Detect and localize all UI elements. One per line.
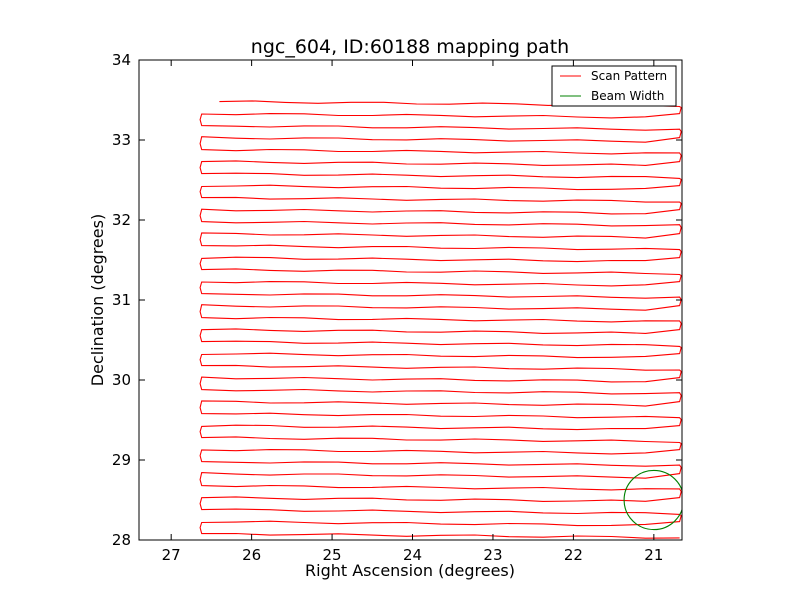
x-tick-label: 24: [403, 546, 422, 564]
legend: Scan Pattern Beam Width: [551, 65, 677, 107]
x-tick-label: 26: [242, 546, 261, 564]
y-tick-label: 29: [112, 451, 131, 469]
y-tick-label: 33: [112, 131, 131, 149]
plot-area: [199, 100, 682, 539]
chart-title: ngc_604, ID:60188 mapping path: [251, 36, 569, 58]
y-tick-label: 31: [112, 291, 131, 309]
y-tick-label: 30: [112, 371, 131, 389]
legend-label-scan: Scan Pattern: [591, 69, 667, 83]
y-tick-label: 28: [112, 531, 131, 549]
x-tick-label: 22: [564, 546, 583, 564]
legend-label-beam: Beam Width: [591, 89, 664, 103]
x-axis-label: Right Ascension (degrees): [305, 561, 515, 580]
beam-width-circle: [623, 469, 682, 531]
y-tick-label: 34: [112, 51, 131, 69]
axis-ticks: 27 26 25 24 23 22 21 28 29 30 31 32 33 34: [112, 51, 682, 564]
y-tick-label: 32: [112, 211, 131, 229]
x-tick-label: 23: [483, 546, 502, 564]
y-axis-label: Declination (degrees): [88, 214, 107, 386]
x-tick-label: 21: [644, 546, 663, 564]
x-tick-label: 25: [323, 546, 342, 564]
x-tick-label: 27: [162, 546, 181, 564]
scan-pattern-line: [199, 100, 682, 539]
legend-box: [551, 65, 677, 107]
